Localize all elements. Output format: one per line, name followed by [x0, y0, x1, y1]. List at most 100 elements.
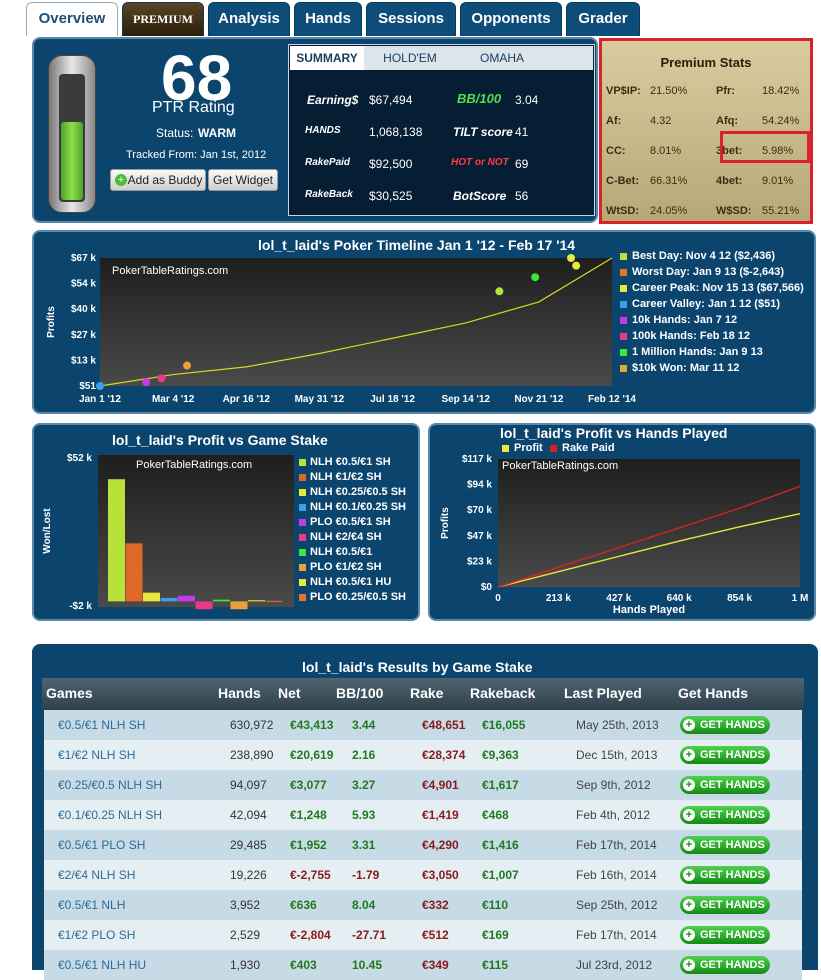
tab-sessions[interactable]: Sessions	[366, 2, 456, 36]
game-name[interactable]: €1/€2 PLO SH	[58, 928, 136, 942]
timeline-marker[interactable]	[495, 287, 504, 296]
timeline-marker[interactable]	[572, 261, 581, 270]
net-value: €-2,755	[290, 868, 331, 882]
stake-bar[interactable]	[108, 479, 125, 602]
timeline-title: lol_t_laid's Poker Timeline Jan 1 '12 - …	[258, 237, 576, 253]
col-rakeback[interactable]: Rakeback	[470, 685, 536, 701]
stake-ylabel: Won/Lost	[42, 508, 53, 554]
get-hands-button[interactable]: + GET HANDS	[680, 926, 770, 944]
timeline-marker[interactable]	[531, 273, 540, 282]
game-name[interactable]: €1/€2 NLH SH	[58, 748, 136, 762]
stake-bar[interactable]	[178, 595, 195, 602]
results-title: lol_t_laid's Results by Game Stake	[302, 659, 533, 675]
timeline-ytick: $13 k	[71, 355, 96, 366]
col-hands[interactable]: Hands	[218, 685, 261, 701]
stake-bar[interactable]	[265, 600, 283, 602]
col-games[interactable]: Games	[46, 685, 93, 701]
timeline-legend-item: 100k Hands: Feb 18 12	[632, 330, 751, 342]
tab-omaha[interactable]: OMAHA	[479, 51, 524, 65]
game-name[interactable]: €0.1/€0.25 NLH SH	[58, 808, 163, 822]
plus-icon: +	[115, 174, 127, 186]
premium-stats-box: Premium Stats VP$IP: 21.50% Pfr: 18.42% Af: 4…	[599, 38, 813, 224]
timeline-panel: lol_t_laid's Poker Timeline Jan 1 '12 - …	[32, 230, 816, 414]
get-hands-button[interactable]: + GET HANDS	[680, 716, 770, 734]
stake-panel: lol_t_laid's Profit vs Game Stake $52 k -…	[32, 423, 420, 621]
stake-legend-item: NLH €0.1/€0.25 SH	[310, 501, 406, 513]
stake-legend-swatch	[299, 474, 306, 481]
stake-legend-item: NLH €0.5/€1 HU	[310, 576, 392, 588]
timeline-marker[interactable]	[183, 361, 192, 370]
tab-analysis[interactable]: Analysis	[208, 2, 290, 36]
tab-holdem[interactable]: HOLD'EM	[383, 51, 437, 65]
premium-stat-value: 55.21%	[762, 205, 800, 217]
timeline-legend-item: Career Peak: Nov 15 13 ($67,566)	[632, 282, 804, 294]
col-last-played[interactable]: Last Played	[564, 685, 642, 701]
stake-legend-swatch	[299, 519, 306, 526]
handsplayed-xtick: 854 k	[727, 593, 752, 604]
get-hands-button[interactable]: + GET HANDS	[680, 896, 770, 914]
tab-overview[interactable]: Overview	[26, 2, 118, 36]
game-name[interactable]: €0.5/€1 NLH SH	[58, 718, 146, 732]
rake-value: €28,374	[422, 748, 466, 762]
game-name[interactable]: €0.5/€1 NLH HU	[58, 958, 147, 972]
ptr-rating-label: PTR Rating	[152, 99, 235, 116]
premium-stats-title: Premium Stats	[660, 55, 752, 70]
stake-bar[interactable]	[125, 543, 143, 602]
stake-legend-item: NLH €1/€2 SH	[310, 471, 382, 483]
hands-count: 19,226	[230, 868, 267, 882]
get-widget-button[interactable]: Get Widget	[208, 169, 278, 191]
get-hands-button[interactable]: + GET HANDS	[680, 746, 770, 764]
get-hands-button[interactable]: + GET HANDS	[680, 836, 770, 854]
last-played: Feb 17th, 2014	[576, 928, 657, 942]
game-name[interactable]: €0.25/€0.5 NLH SH	[58, 778, 163, 792]
game-name[interactable]: €2/€4 NLH SH	[58, 868, 136, 882]
premium-stat-label: WtSD:	[606, 205, 639, 217]
col-net[interactable]: Net	[278, 685, 301, 701]
tab-grader[interactable]: Grader	[566, 2, 640, 36]
timeline-marker[interactable]	[567, 254, 576, 262]
stake-bar[interactable]	[160, 597, 178, 602]
table-row: €1/€2 NLH SH 238,890 €20,619 2.16 €28,374 €9,…	[44, 740, 802, 770]
timeline-legend-swatch	[620, 317, 627, 324]
stake-legend-swatch	[299, 579, 306, 586]
hands-count: 238,890	[230, 748, 274, 762]
timeline-marker[interactable]	[142, 378, 151, 387]
get-hands-button[interactable]: + GET HANDS	[680, 806, 770, 824]
timeline-ytick: $67 k	[71, 253, 96, 264]
add-buddy-button[interactable]: + Add as Buddy	[110, 169, 206, 191]
timeline-marker[interactable]	[96, 382, 104, 390]
timeline-marker[interactable]	[157, 374, 166, 383]
tilt-value: 41	[515, 125, 529, 139]
plus-icon: +	[683, 929, 695, 941]
rake-value: €1,419	[422, 808, 459, 822]
get-hands-button[interactable]: + GET HANDS	[680, 866, 770, 884]
hands-count: 630,972	[230, 718, 274, 732]
stake-legend-swatch	[299, 534, 306, 541]
handsplayed-chart: $0 $23 k $47 k $70 k $94 k $117 k 0 213 k 427 k 6…	[440, 454, 808, 616]
game-name[interactable]: €0.5/€1 NLH	[58, 898, 126, 912]
get-hands-button[interactable]: + GET HANDS	[680, 956, 770, 974]
col-bb100[interactable]: BB/100	[336, 685, 384, 701]
tab-opponents[interactable]: Opponents	[460, 2, 562, 36]
stake-bar[interactable]	[230, 601, 248, 610]
game-name[interactable]: €0.5/€1 PLO SH	[58, 838, 146, 852]
last-played: Jul 23rd, 2012	[576, 958, 653, 972]
timeline-xtick: Nov 21 '12	[514, 394, 564, 405]
get-hands-button[interactable]: + GET HANDS	[680, 776, 770, 794]
bb100-value: 10.45	[352, 958, 383, 972]
last-played: Dec 15th, 2013	[576, 748, 658, 762]
stake-bar[interactable]	[248, 600, 265, 602]
stake-bar[interactable]	[143, 592, 160, 602]
tab-summary[interactable]: SUMMARY	[290, 46, 364, 70]
timeline-ytick: $27 k	[71, 330, 96, 341]
plus-icon: +	[683, 869, 695, 881]
col-rake[interactable]: Rake	[410, 685, 444, 701]
tab-premium[interactable]: PREMIUM	[122, 2, 204, 36]
stake-bar[interactable]	[195, 601, 213, 610]
stake-bar[interactable]	[213, 599, 230, 602]
hands-value: 1,068,138	[369, 125, 423, 139]
tab-hands[interactable]: Hands	[294, 2, 362, 36]
last-played: May 25th, 2013	[576, 718, 659, 732]
premium-stat-value: 4.32	[650, 115, 672, 127]
premium-stat-label: Af:	[606, 115, 622, 127]
